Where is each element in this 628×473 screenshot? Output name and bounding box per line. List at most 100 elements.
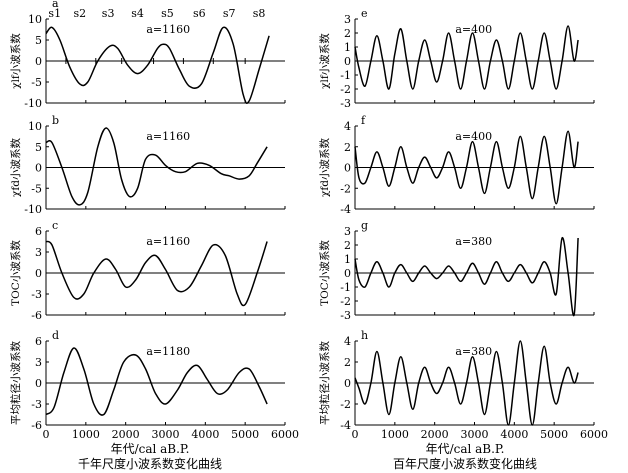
y-tick-label: 3	[35, 246, 42, 259]
scale-label: a=1160	[146, 23, 190, 36]
y-tick-label: 5	[35, 34, 42, 47]
y-tick-label: -5	[31, 76, 42, 89]
stage-label: s8	[253, 7, 266, 20]
x-tick-label: 1000	[381, 428, 409, 441]
y-tick-label: 10	[28, 13, 42, 26]
x-tick-label: 0	[352, 428, 359, 441]
y-tick-label: 0	[35, 377, 42, 390]
x-tick-label: 2000	[421, 428, 449, 441]
y-tick-label: -3	[340, 97, 351, 110]
x-tick-label: 6000	[271, 428, 299, 441]
panel-c: -6 -3 0 3 6 c a=1160 TOC小波系数	[9, 219, 286, 322]
y-tick-label: -2	[340, 398, 351, 411]
scale-label: a=1160	[146, 130, 190, 143]
panel-d: -6 -3 0 3 6 0 1000 2000 3000 4000 5000 6000 d a=1180 平…	[9, 329, 299, 441]
scale-label: a=1180	[146, 345, 190, 358]
y-tick-label: -3	[340, 309, 351, 322]
x-tick-label: 6000	[580, 428, 608, 441]
stage-label: s2	[74, 7, 87, 20]
y-tick-label: 10	[28, 120, 42, 133]
x-tick-label: 0	[43, 428, 50, 441]
y-tick-label: 1	[344, 253, 351, 266]
y-tick-label: 3	[35, 356, 42, 369]
scale-label: a=400	[455, 23, 492, 36]
y-tick-label: 0	[35, 162, 42, 175]
panel-f: -4 -2 0 2 4 f a=400 χfd小波系数	[318, 114, 595, 216]
y-axis-label: TOC小波系数	[9, 240, 22, 306]
panel-letter: e	[361, 7, 368, 20]
y-tick-label: 6	[35, 335, 42, 348]
scale-label: a=380	[455, 345, 492, 358]
stage-label: s4	[131, 7, 144, 20]
series-line	[45, 347, 268, 416]
y-tick-label: -4	[340, 203, 351, 216]
y-tick-label: 4	[344, 335, 351, 348]
y-axis-label: 平均粒径小波系数	[318, 341, 331, 425]
y-tick-label: -4	[340, 419, 351, 432]
y-tick-label: 0	[344, 267, 351, 280]
series-line	[45, 127, 268, 206]
y-tick-label: 3	[344, 13, 351, 26]
series-line	[45, 240, 268, 307]
y-tick-label: 2	[344, 239, 351, 252]
panel-b: -10 -5 0 5 10 b a=1160 χfd小波系数	[9, 114, 286, 216]
y-tick-label: 0	[344, 55, 351, 68]
y-tick-label: 6	[35, 225, 42, 238]
panel-h: -4 -2 0 2 4 0 1000 2000 3000 4000 5000 6000 h a=380 平均…	[318, 329, 608, 441]
stage-label: s5	[161, 7, 174, 20]
x-tick-label: 3000	[461, 428, 489, 441]
scale-label: a=400	[455, 130, 492, 143]
y-tick-label: -3	[31, 398, 42, 411]
y-tick-label: -10	[24, 203, 42, 216]
y-tick-label: 2	[344, 141, 351, 154]
y-axis-label: 平均粒径小波系数	[9, 341, 22, 425]
series-line	[354, 237, 579, 317]
scale-label: a=380	[455, 235, 492, 248]
y-tick-label: -2	[340, 182, 351, 195]
x-tick-label: 1000	[72, 428, 100, 441]
stage-label: s1	[48, 7, 61, 20]
y-tick-label: -3	[31, 288, 42, 301]
y-tick-label: 1	[344, 41, 351, 54]
y-tick-label: -1	[340, 69, 351, 82]
series-line	[354, 130, 579, 205]
stage-label: s3	[102, 7, 115, 20]
y-tick-label: -6	[31, 419, 42, 432]
panel-letter: f	[361, 114, 366, 127]
x-tick-label: 2000	[112, 428, 140, 441]
left-caption: 千年尺度小波系数变化曲线	[78, 456, 222, 471]
y-tick-label: 2	[344, 27, 351, 40]
panel-a: -10 -5 0 5 10 s1 s2 s3 s4 s5 s6 s7 s8 a a=1160 χlf小波系数	[9, 0, 286, 110]
series-line	[354, 25, 579, 90]
x-tick-label: 5000	[540, 428, 568, 441]
stage-label: s6	[193, 7, 206, 20]
y-tick-label: -2	[340, 295, 351, 308]
y-tick-label: -5	[31, 182, 42, 195]
y-tick-label: -2	[340, 83, 351, 96]
y-axis-label: χlf小波系数	[318, 33, 331, 89]
panel-letter: a	[52, 0, 59, 10]
y-tick-label: 0	[344, 377, 351, 390]
y-tick-label: 3	[344, 225, 351, 238]
series-line	[354, 340, 579, 426]
y-axis-label: χfd小波系数	[318, 138, 331, 197]
panel-letter: h	[361, 329, 368, 342]
y-tick-label: 0	[35, 55, 42, 68]
y-tick-label: 0	[344, 162, 351, 175]
x-tick-label: 4000	[191, 428, 219, 441]
panel-letter: b	[52, 114, 59, 127]
panel-letter: d	[52, 329, 59, 342]
y-tick-label: 0	[35, 267, 42, 280]
y-tick-label: 5	[35, 141, 42, 154]
y-tick-label: -10	[24, 97, 42, 110]
x-tick-label: 4000	[500, 428, 528, 441]
panel-letter: g	[361, 219, 368, 232]
panel-letter: c	[52, 219, 58, 232]
y-tick-label: 4	[344, 120, 351, 133]
left-xlabel: 年代/cal aB.P.	[111, 442, 190, 456]
y-axis-label: TOC小波系数	[318, 240, 331, 306]
y-axis-label: χfd小波系数	[9, 138, 22, 197]
